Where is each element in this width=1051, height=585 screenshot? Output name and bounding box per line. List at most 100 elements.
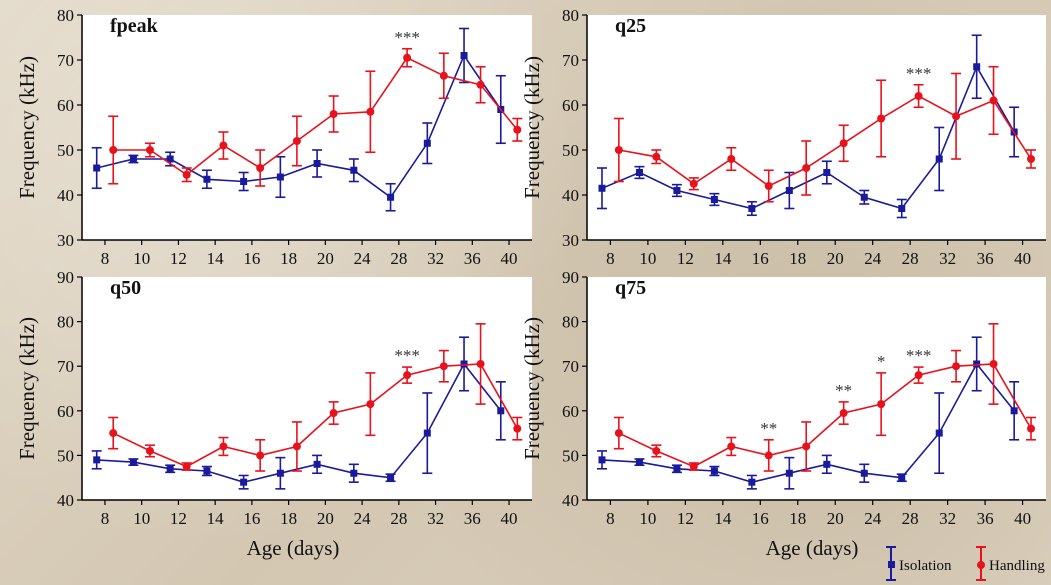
isolation-point — [423, 139, 431, 147]
x-tick-label: 24 — [864, 509, 882, 528]
x-tick-label: 12 — [170, 249, 187, 268]
panel-title: fpeak — [110, 15, 159, 37]
plot-area — [587, 277, 1046, 500]
isolation-point — [497, 407, 505, 415]
x-tick-label: 20 — [827, 249, 844, 268]
significance-marker: *** — [394, 346, 420, 365]
isolation-point — [598, 184, 606, 192]
handling-point — [877, 114, 886, 123]
isolation-point — [166, 465, 174, 473]
isolation-point — [387, 193, 395, 201]
x-tick-label: 40 — [501, 509, 518, 528]
isolation-point — [635, 169, 643, 176]
handling-point — [989, 359, 998, 368]
y-tick-label: 50 — [57, 446, 74, 465]
plot-area — [587, 15, 1046, 240]
handling-point — [1027, 155, 1036, 163]
handling-point — [109, 429, 118, 438]
x-tick-label: 40 — [1014, 509, 1031, 528]
x-tick-label: 20 — [827, 509, 844, 528]
x-tick-label: 28 — [390, 509, 407, 528]
y-axis-label: Frequency (kHz) — [520, 317, 544, 460]
x-tick-label: 16 — [243, 249, 260, 268]
x-tick-label: 28 — [390, 249, 407, 268]
handling-series-line — [618, 363, 1032, 468]
x-tick-label: 18 — [789, 249, 806, 268]
significance-marker: *** — [906, 64, 932, 83]
significance-marker: *** — [394, 28, 420, 47]
isolation-point — [313, 460, 321, 468]
significance-marker: * — [877, 352, 886, 371]
handling-point — [689, 179, 698, 188]
handling-point — [513, 125, 522, 134]
y-tick-label: 60 — [57, 402, 74, 421]
y-tick-label: 80 — [57, 6, 74, 25]
handling-point — [476, 359, 485, 368]
handling-series-line — [112, 363, 518, 468]
panel-q50: 40 50 60 70 80 90 8 10 12 14 16 18 20 24 28 32 36 40 Frequ… — [15, 268, 532, 528]
y-axis-label: Frequency (kHz) — [15, 317, 39, 460]
isolation-point — [350, 166, 358, 174]
isolation-point — [276, 469, 284, 477]
y-tick-label: 70 — [562, 51, 579, 70]
handling-point — [652, 152, 661, 161]
isolation-point — [823, 460, 831, 468]
isolation-point — [240, 478, 248, 486]
x-tick-label: 14 — [714, 249, 732, 268]
isolation-point — [166, 155, 174, 163]
x-tick-label: 12 — [170, 509, 187, 528]
legend-handling-icon — [976, 546, 986, 581]
y-tick-label: 90 — [57, 268, 74, 287]
x-tick-label: 14 — [207, 509, 225, 528]
handling-point — [952, 112, 961, 121]
isolation-series-line — [96, 362, 502, 484]
handling-point — [292, 137, 301, 145]
isolation-point — [93, 456, 101, 464]
x-tick-label: 36 — [977, 249, 994, 268]
isolation-point — [973, 360, 981, 368]
x-tick-label: 24 — [864, 249, 882, 268]
y-tick-label: 30 — [562, 231, 579, 250]
isolation-point — [898, 474, 906, 482]
panel-fpeak: 30 40 50 60 70 80 8 10 12 14 16 18 20 24 28 32 36 40 Frequ… — [15, 6, 532, 268]
x-tick-label: 36 — [464, 509, 481, 528]
significance-marker: ** — [835, 381, 852, 400]
x-tick-label: 18 — [789, 509, 806, 528]
handling-point — [292, 442, 301, 451]
y-tick-label: 30 — [57, 231, 74, 250]
isolation-point — [276, 173, 284, 181]
y-tick-label: 50 — [562, 141, 579, 160]
significance-marker: *** — [906, 346, 932, 365]
y-tick-label: 60 — [57, 96, 74, 115]
handling-point — [403, 53, 412, 62]
handling-point — [689, 462, 698, 471]
handling-point — [764, 451, 773, 460]
x-tick-label: 32 — [939, 249, 956, 268]
panel-q75: 40 50 60 70 80 90 8 10 12 14 16 18 20 24 28 32 36 40 Frequ… — [520, 268, 1046, 528]
handling-point — [764, 182, 773, 190]
handling-point — [476, 80, 485, 89]
significance-marker: ** — [760, 419, 777, 438]
y-tick-label: 40 — [562, 186, 579, 205]
y-tick-label: 70 — [57, 357, 74, 376]
x-tick-label: 40 — [501, 249, 518, 268]
plot-area — [82, 15, 532, 240]
panel-title: q25 — [615, 15, 646, 37]
x-tick-label: 12 — [677, 509, 694, 528]
isolation-point — [860, 469, 868, 477]
isolation-point — [935, 155, 943, 163]
x-tick-label: 16 — [752, 509, 769, 528]
handling-point — [366, 107, 375, 116]
handling-point — [1027, 424, 1036, 433]
handling-point — [219, 141, 228, 150]
handling-point — [839, 139, 848, 148]
isolation-point — [1010, 407, 1018, 415]
y-tick-label: 50 — [562, 446, 579, 465]
isolation-point — [423, 429, 431, 437]
handling-point — [256, 164, 265, 172]
isolation-point — [710, 196, 718, 203]
x-tick-label: 12 — [677, 249, 694, 268]
isolation-point — [387, 474, 395, 482]
x-tick-label: 8 — [606, 249, 615, 268]
